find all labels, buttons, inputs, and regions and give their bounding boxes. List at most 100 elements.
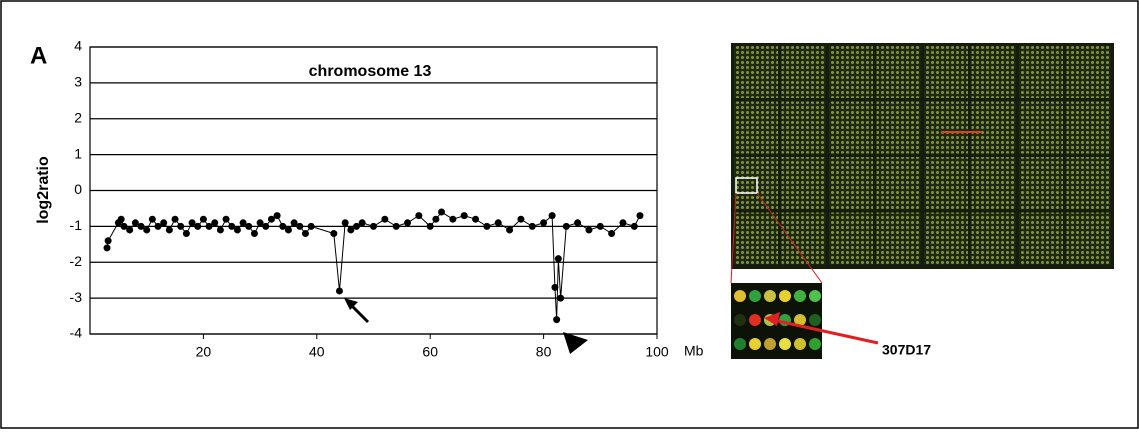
arrowhead — [563, 332, 588, 354]
array-block — [1019, 212, 1063, 265]
array-block — [1066, 157, 1111, 209]
array-spot — [794, 314, 806, 326]
chart-title: chromosome 13 — [309, 63, 432, 80]
data-point — [370, 222, 377, 230]
array-spot — [749, 338, 761, 350]
array-spot — [734, 338, 746, 350]
data-point — [307, 222, 315, 230]
data-point — [335, 287, 343, 295]
data-point — [104, 237, 112, 245]
data-point — [438, 208, 446, 216]
array-spot — [809, 314, 821, 326]
data-point — [199, 215, 207, 223]
data-point — [131, 219, 139, 227]
y-tick-label: 3 — [74, 74, 82, 90]
y-tick-label: -3 — [70, 289, 83, 305]
data-point — [117, 215, 125, 223]
y-tick-label: -1 — [70, 217, 83, 233]
data-point — [188, 219, 196, 227]
zoom-line — [756, 192, 823, 284]
array-block — [1019, 46, 1063, 98]
zoom-line — [730, 192, 737, 284]
data-point — [557, 294, 565, 302]
data-point — [426, 222, 434, 230]
data-point — [177, 222, 185, 230]
array-block — [781, 157, 826, 209]
data-point — [296, 222, 304, 230]
data-point — [250, 230, 258, 238]
array-spot — [764, 290, 776, 302]
data-point — [256, 219, 264, 227]
array-spot — [779, 290, 791, 302]
data-point — [506, 226, 514, 234]
array-spot — [764, 338, 776, 350]
data-point — [205, 222, 213, 230]
array-block — [781, 212, 826, 265]
array-block — [971, 157, 1016, 209]
array-block — [734, 46, 778, 98]
pointer-arrowhead — [764, 312, 780, 326]
data-point — [540, 219, 548, 227]
data-point — [636, 212, 644, 220]
data-point — [554, 255, 562, 263]
y-tick-label: -4 — [70, 325, 83, 341]
data-point — [211, 219, 219, 227]
pointer-arrow — [772, 318, 879, 345]
x-tick-label: 20 — [196, 344, 212, 360]
data-point — [279, 222, 287, 230]
data-point — [103, 244, 111, 252]
data-point — [528, 222, 536, 230]
data-point — [460, 212, 468, 220]
array-block — [924, 157, 968, 209]
data-point — [619, 219, 627, 227]
y-tick-label: -2 — [70, 253, 83, 269]
y-tick-label: 2 — [74, 109, 82, 125]
array-block — [781, 101, 826, 154]
array-block — [829, 212, 873, 265]
data-point — [596, 222, 604, 230]
data-point — [290, 219, 298, 227]
data-point — [347, 226, 355, 234]
data-point — [120, 222, 128, 230]
array-block — [971, 212, 1016, 265]
data-point — [171, 215, 179, 223]
data-point — [358, 219, 366, 227]
data-point — [472, 215, 480, 223]
data-point — [126, 226, 134, 234]
data-point — [137, 222, 145, 230]
data-point — [548, 212, 556, 220]
data-point — [148, 215, 156, 223]
array-block — [829, 101, 873, 154]
plot: -4 -3 -2 -1 0 1 2 3 4 20 40 60 80 100 — [70, 38, 669, 360]
data-point — [341, 219, 349, 227]
data-point — [585, 226, 593, 234]
data-point — [194, 222, 202, 230]
data-point — [216, 226, 224, 234]
data-point — [160, 219, 168, 227]
y-tick-label: 1 — [74, 145, 82, 161]
data-point — [154, 222, 162, 230]
data-point — [392, 222, 400, 230]
array-block — [1066, 46, 1111, 98]
array-block — [924, 101, 968, 154]
array-block — [1066, 212, 1111, 265]
data-point — [233, 226, 241, 234]
array-block — [971, 46, 1016, 98]
array-block — [829, 46, 873, 98]
array-block — [876, 46, 921, 98]
data-point — [494, 219, 502, 227]
data-point — [449, 215, 457, 223]
array-block — [734, 157, 778, 209]
data-point — [239, 219, 247, 227]
array-block — [781, 46, 826, 98]
y-tick-label: 0 — [74, 181, 82, 197]
data-point — [245, 222, 253, 230]
data-point — [182, 230, 190, 238]
data-point — [165, 226, 173, 234]
spot-label: 307D17 — [882, 342, 931, 358]
data-point — [273, 212, 281, 220]
data-point — [404, 219, 412, 227]
array-spot — [734, 290, 746, 302]
data-point — [301, 230, 309, 238]
